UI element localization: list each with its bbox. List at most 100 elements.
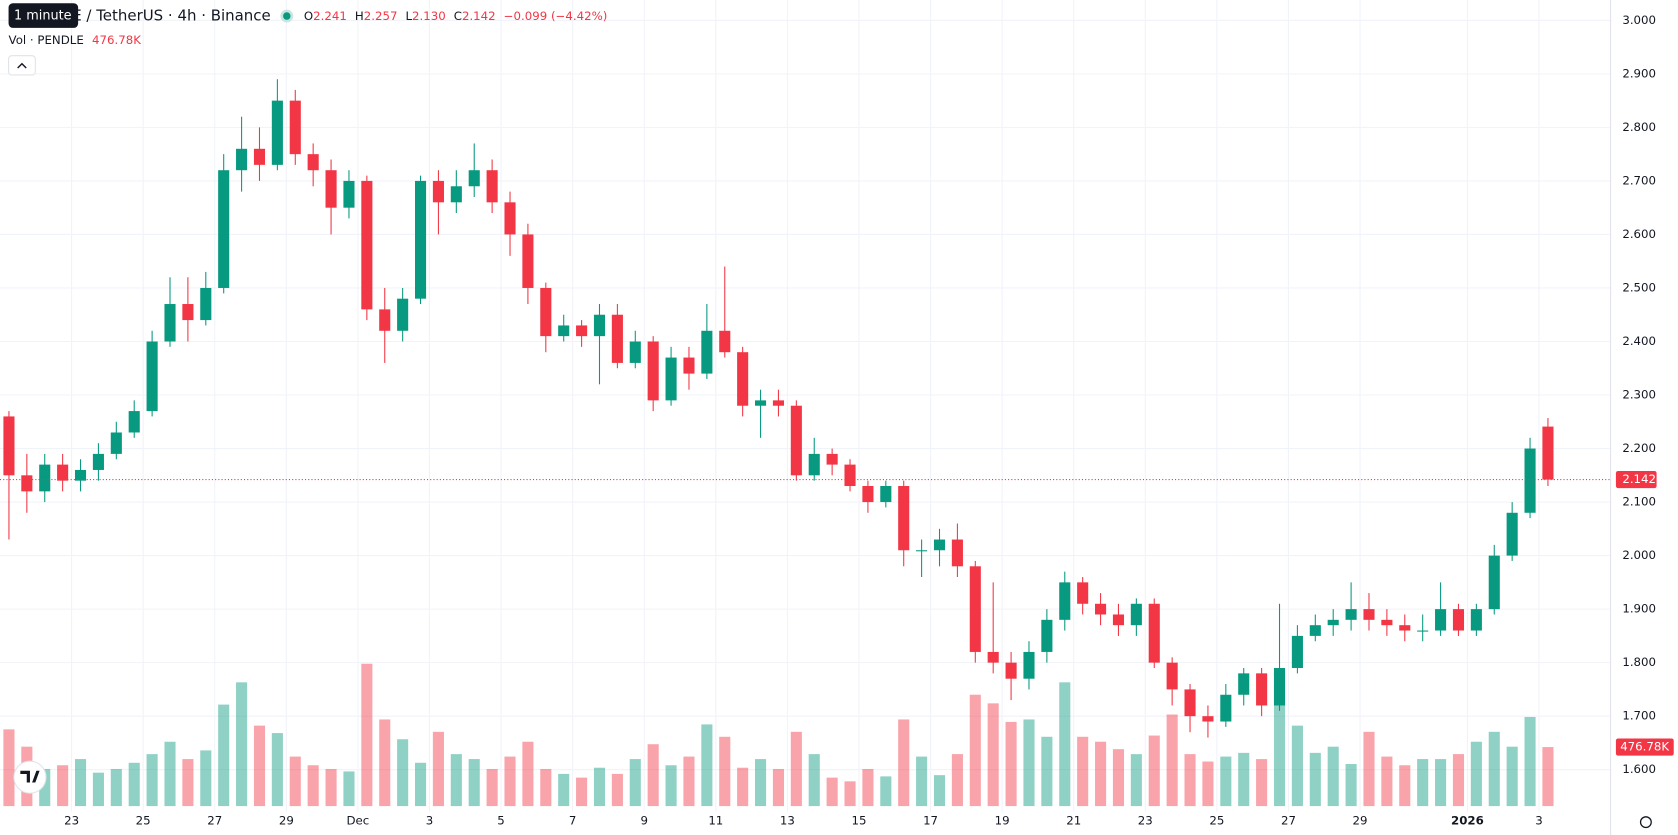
x-tick-label: 23 <box>64 814 79 828</box>
candle-body <box>611 314 623 363</box>
volume-bar <box>772 768 784 807</box>
volume-bar <box>844 781 856 807</box>
volume-bar <box>1041 736 1053 807</box>
candle-body <box>1524 448 1536 513</box>
last-price-label: 2.142 <box>1622 472 1656 486</box>
candle-body <box>1095 603 1107 615</box>
candle-body <box>271 100 283 165</box>
ohlc-legend: O2.241 H2.257 L2.130 C2.142 −0.099 (−4.4… <box>304 9 607 23</box>
volume-bar <box>236 682 248 807</box>
candle-body <box>1184 689 1196 717</box>
volume-bar <box>1184 754 1196 807</box>
volume-bar <box>933 775 946 807</box>
collapse-icon <box>17 62 27 69</box>
candle-body <box>128 411 140 433</box>
y-tick-label: 1.800 <box>1622 655 1656 669</box>
price-pane <box>3 79 1554 738</box>
volume-bar <box>110 768 122 807</box>
volume-bar <box>951 754 963 807</box>
volume-bar <box>1488 731 1500 807</box>
volume-bar <box>397 739 409 807</box>
candle-body <box>629 341 641 363</box>
candle-body <box>1542 426 1554 480</box>
y-tick-label: 2.500 <box>1622 280 1656 294</box>
candle-body <box>450 186 462 203</box>
candle-body <box>1470 609 1482 631</box>
settings-icon[interactable] <box>1639 816 1652 829</box>
volume-bar <box>790 731 802 807</box>
volume-bar <box>128 762 140 807</box>
volume-bar <box>1327 746 1339 807</box>
candle-body <box>253 148 266 165</box>
volume-bar <box>325 768 337 807</box>
candle-body <box>1488 555 1500 610</box>
volume-bar <box>665 765 677 807</box>
x-tick-label: 3 <box>1535 814 1542 828</box>
volume-bar <box>862 768 874 807</box>
volume-bar <box>253 725 266 807</box>
candle-body <box>540 287 552 337</box>
volume-bar <box>1435 759 1447 807</box>
candle-body <box>1327 619 1339 626</box>
x-tick-label: 27 <box>1281 814 1296 828</box>
x-tick-label: 5 <box>497 814 504 828</box>
volume-bar <box>361 663 373 807</box>
volume-bar <box>558 773 570 807</box>
y-tick-label: 2.800 <box>1622 120 1656 134</box>
candle-body <box>1309 625 1321 636</box>
legend-label: L <box>405 9 412 23</box>
volume-label: Vol · PENDLE <box>9 33 84 47</box>
candle-body <box>1148 603 1160 663</box>
legend-value: 2.257 <box>364 9 398 23</box>
y-tick-label: 2.400 <box>1622 334 1656 348</box>
x-tick-label: 25 <box>136 814 151 828</box>
volume-bar <box>74 759 87 807</box>
logo[interactable] <box>13 760 47 794</box>
candle-body <box>74 469 87 481</box>
candle-body <box>1452 609 1465 631</box>
x-tick-label: 7 <box>569 814 576 828</box>
volume-bar <box>701 724 713 807</box>
candle-body <box>1077 582 1089 604</box>
y-tick-label: 2.100 <box>1622 495 1656 509</box>
volume-bar <box>218 704 230 807</box>
y-tick-label: 1.600 <box>1622 762 1656 776</box>
last-volume-box <box>1615 738 1674 756</box>
volume-bar <box>1238 752 1250 807</box>
volume-bar <box>307 765 319 807</box>
volume-bar <box>1095 741 1107 807</box>
last-price-box <box>1615 471 1657 489</box>
volume-bar <box>92 772 104 807</box>
candle-body <box>164 304 176 342</box>
candle-body <box>1059 582 1071 620</box>
candle-body <box>182 304 194 321</box>
volume-bar <box>1148 735 1160 807</box>
volume-bar <box>468 759 480 807</box>
collapse-button[interactable] <box>8 55 36 76</box>
candle-body <box>1506 512 1518 556</box>
candle-body <box>343 180 355 208</box>
volume-bar <box>146 754 158 807</box>
candle-body <box>432 180 444 203</box>
candle-body <box>1130 603 1142 626</box>
y-tick-label: 2.700 <box>1622 173 1656 187</box>
y-tick-label: 2.000 <box>1622 548 1656 562</box>
volume-bar <box>450 754 462 807</box>
candle-body <box>57 464 69 481</box>
y-tick-label: 1.900 <box>1622 602 1656 616</box>
candle-body <box>307 154 319 171</box>
candle-body <box>3 416 15 476</box>
candle-body <box>826 453 838 465</box>
candle-body <box>790 405 802 476</box>
y-tick-label: 2.600 <box>1622 227 1656 241</box>
volume-bar <box>683 756 695 807</box>
x-tick-label: 11 <box>708 814 723 828</box>
candle-body <box>1381 619 1393 626</box>
candle-body <box>558 325 570 337</box>
candle-body <box>1399 625 1411 631</box>
candle-body <box>1238 673 1250 695</box>
volume-bar <box>916 756 928 807</box>
candle-body <box>951 539 963 567</box>
candle-body <box>862 486 874 503</box>
candle-body <box>933 539 946 551</box>
